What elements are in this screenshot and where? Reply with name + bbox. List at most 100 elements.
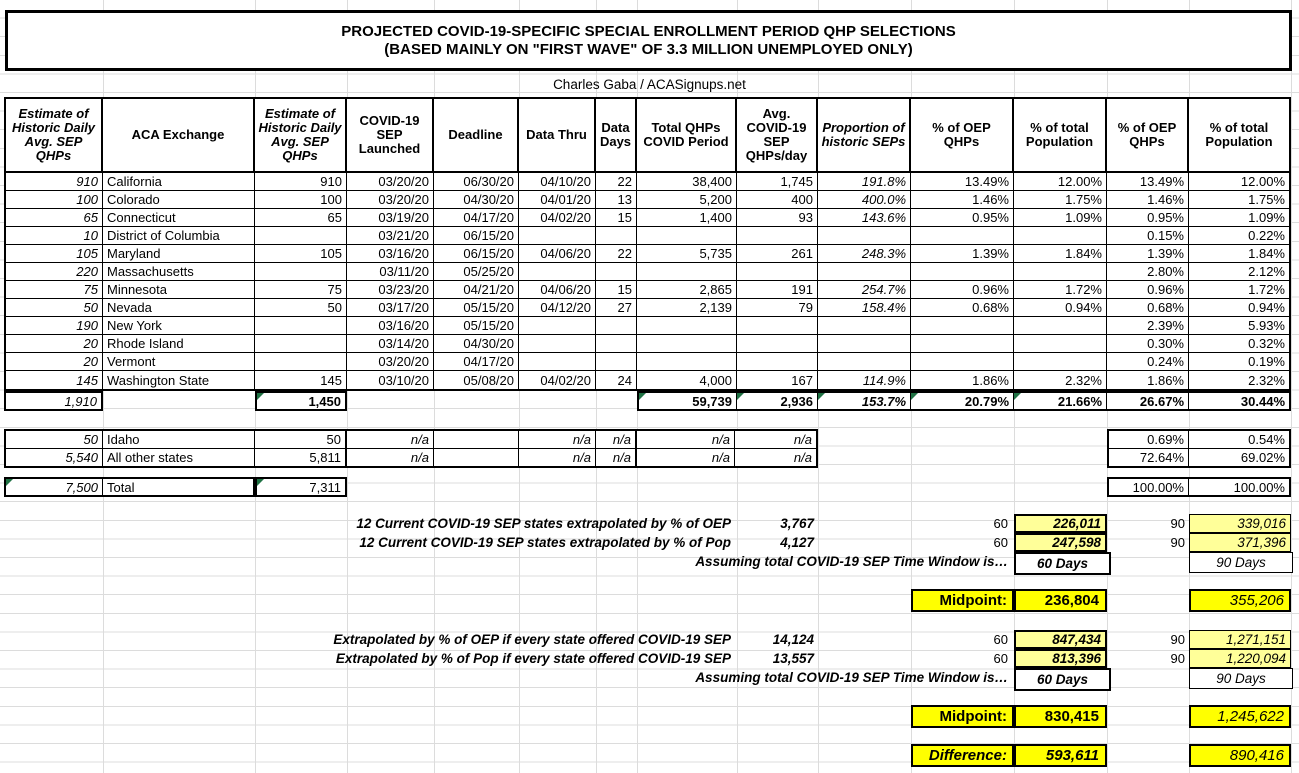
table-cell[interactable]: 1.72% — [1189, 281, 1289, 299]
table-cell[interactable]: n/a — [793, 450, 812, 465]
table-cell[interactable]: 0.30% — [1107, 335, 1189, 353]
grand-total-pct-pop[interactable]: 100.00% — [1233, 479, 1285, 495]
table-cell[interactable] — [911, 353, 1014, 371]
table-cell[interactable] — [255, 353, 347, 371]
midpoint-60day-value[interactable]: 236,804 — [1014, 589, 1107, 612]
table-cell[interactable]: 105 — [255, 245, 347, 263]
table-cell[interactable]: n/a — [596, 431, 637, 449]
table-cell[interactable]: 04/17/20 — [434, 209, 519, 227]
difference-label[interactable]: Difference: — [911, 744, 1014, 767]
table-cell[interactable]: 10 — [6, 227, 103, 245]
table-cell[interactable]: 15 — [596, 281, 637, 299]
table-cell[interactable]: 03/20/20 — [347, 191, 434, 209]
extrapolated-oep-current-daily[interactable]: 3,767 — [780, 516, 814, 531]
projection-60day-cell[interactable]: 247,598 — [1014, 533, 1107, 552]
table-cell[interactable]: 05/25/20 — [434, 263, 519, 281]
table-cell[interactable]: 1.75% — [1014, 191, 1107, 209]
assuming-window-label[interactable]: Assuming total COVID-19 SEP Time Window … — [695, 670, 1008, 685]
table-cell[interactable]: 06/15/20 — [434, 245, 519, 263]
table-cell[interactable] — [818, 263, 911, 281]
table-cell[interactable]: Idaho — [103, 431, 255, 449]
table-cell[interactable]: 0.19% — [1189, 353, 1289, 371]
table-cell[interactable] — [637, 227, 737, 245]
table-cell[interactable]: 1.75% — [1189, 191, 1289, 209]
table-cell[interactable]: n/a — [637, 431, 735, 449]
table-cell[interactable] — [637, 263, 737, 281]
table-cell[interactable]: 50 — [6, 299, 103, 317]
table-cell[interactable]: 04/17/20 — [434, 353, 519, 371]
grand-total-pct-oep[interactable]: 100.00% — [1109, 479, 1189, 495]
column-header[interactable]: Deadline — [434, 99, 519, 173]
table-cell[interactable]: 0.32% — [1189, 335, 1289, 353]
table-cell[interactable]: Nevada — [103, 299, 255, 317]
midpoint-90day-value[interactable]: 355,206 — [1189, 589, 1291, 612]
table-cell[interactable]: n/a — [735, 431, 816, 449]
table-cell[interactable] — [255, 263, 347, 281]
extrapolated-pop-allstates-label[interactable]: Extrapolated by % of Pop if every state … — [335, 651, 731, 666]
table-cell[interactable]: 1.46% — [1107, 191, 1189, 209]
window-60days-cell[interactable]: 60 Days — [1014, 668, 1111, 691]
table-cell[interactable]: 0.95% — [911, 209, 1014, 227]
table-cell[interactable]: 1.46% — [911, 191, 1014, 209]
table-cell[interactable] — [737, 263, 818, 281]
assuming-window-label[interactable]: Assuming total COVID-19 SEP Time Window … — [695, 554, 1008, 569]
table-cell[interactable]: 50 — [255, 299, 347, 317]
column-header[interactable]: % of OEP QHPs — [1107, 99, 1189, 173]
table-cell[interactable]: 03/21/20 — [347, 227, 434, 245]
table-cell[interactable]: 910 — [6, 173, 103, 191]
totals-cell[interactable]: 2,936 — [737, 393, 818, 409]
table-cell[interactable] — [255, 317, 347, 335]
grand-total-label[interactable]: Total — [107, 479, 135, 495]
table-cell[interactable]: 0.15% — [1107, 227, 1189, 245]
table-cell[interactable]: 05/15/20 — [434, 317, 519, 335]
midpoint-label[interactable]: Midpoint: — [911, 705, 1014, 728]
table-cell[interactable]: 1.84% — [1189, 245, 1289, 263]
table-cell[interactable] — [1014, 227, 1107, 245]
extrapolated-pop-allstates-daily[interactable]: 13,557 — [772, 651, 814, 666]
table-cell[interactable]: 0.96% — [911, 281, 1014, 299]
projection-60day-cell[interactable]: 847,434 — [1014, 630, 1107, 649]
extrapolated-oep-allstates-label[interactable]: Extrapolated by % of OEP if every state … — [333, 632, 731, 647]
table-cell[interactable]: 2.80% — [1107, 263, 1189, 281]
total-current-sep-qhps[interactable]: 1,450 — [257, 393, 345, 409]
column-header[interactable]: Proportion of historic SEPs — [818, 99, 911, 173]
projection-60day-cell[interactable]: 813,396 — [1014, 649, 1107, 668]
column-header[interactable]: Total QHPs COVID Period — [637, 99, 737, 173]
table-cell[interactable]: 5,200 — [637, 191, 737, 209]
table-cell[interactable]: 1.86% — [911, 371, 1014, 389]
table-cell[interactable]: 1.39% — [911, 245, 1014, 263]
table-cell[interactable]: 93 — [737, 209, 818, 227]
table-cell[interactable] — [637, 317, 737, 335]
column-header[interactable]: % of total Population — [1189, 99, 1289, 173]
table-cell[interactable]: 15 — [596, 209, 637, 227]
window-90days-cell[interactable]: 90 Days — [1189, 668, 1293, 689]
extrapolated-oep-allstates-daily[interactable]: 14,124 — [772, 632, 814, 647]
table-cell[interactable]: 03/10/20 — [347, 371, 434, 389]
table-cell[interactable]: 03/14/20 — [347, 335, 434, 353]
table-cell[interactable]: n/a — [347, 431, 434, 449]
table-cell[interactable]: New York — [103, 317, 255, 335]
table-cell[interactable]: 100 — [255, 191, 347, 209]
table-cell[interactable]: 20 — [6, 353, 103, 371]
table-cell[interactable]: 03/23/20 — [347, 281, 434, 299]
table-cell[interactable]: 400.0% — [818, 191, 911, 209]
table-cell[interactable] — [818, 317, 911, 335]
table-cell[interactable]: 254.7% — [818, 281, 911, 299]
table-cell[interactable]: District of Columbia — [103, 227, 255, 245]
table-cell[interactable] — [596, 353, 637, 371]
table-cell[interactable]: 04/30/20 — [434, 191, 519, 209]
column-header[interactable]: % of OEP QHPs — [911, 99, 1014, 173]
table-cell[interactable] — [637, 335, 737, 353]
table-cell[interactable]: 0.69% — [1109, 431, 1189, 449]
table-cell[interactable]: 1.86% — [1107, 371, 1189, 389]
totals-cell[interactable]: 20.79% — [911, 393, 1014, 409]
grand-total-current[interactable]: 7,311 — [257, 479, 345, 495]
table-cell[interactable]: Maryland — [103, 245, 255, 263]
table-cell[interactable] — [596, 317, 637, 335]
table-cell[interactable]: 04/30/20 — [434, 335, 519, 353]
table-cell[interactable]: 220 — [6, 263, 103, 281]
table-cell[interactable] — [737, 227, 818, 245]
projection-90day-cell[interactable]: 1,271,151 — [1189, 630, 1291, 649]
table-cell[interactable]: 0.68% — [911, 299, 1014, 317]
table-cell[interactable]: 4,000 — [637, 371, 737, 389]
